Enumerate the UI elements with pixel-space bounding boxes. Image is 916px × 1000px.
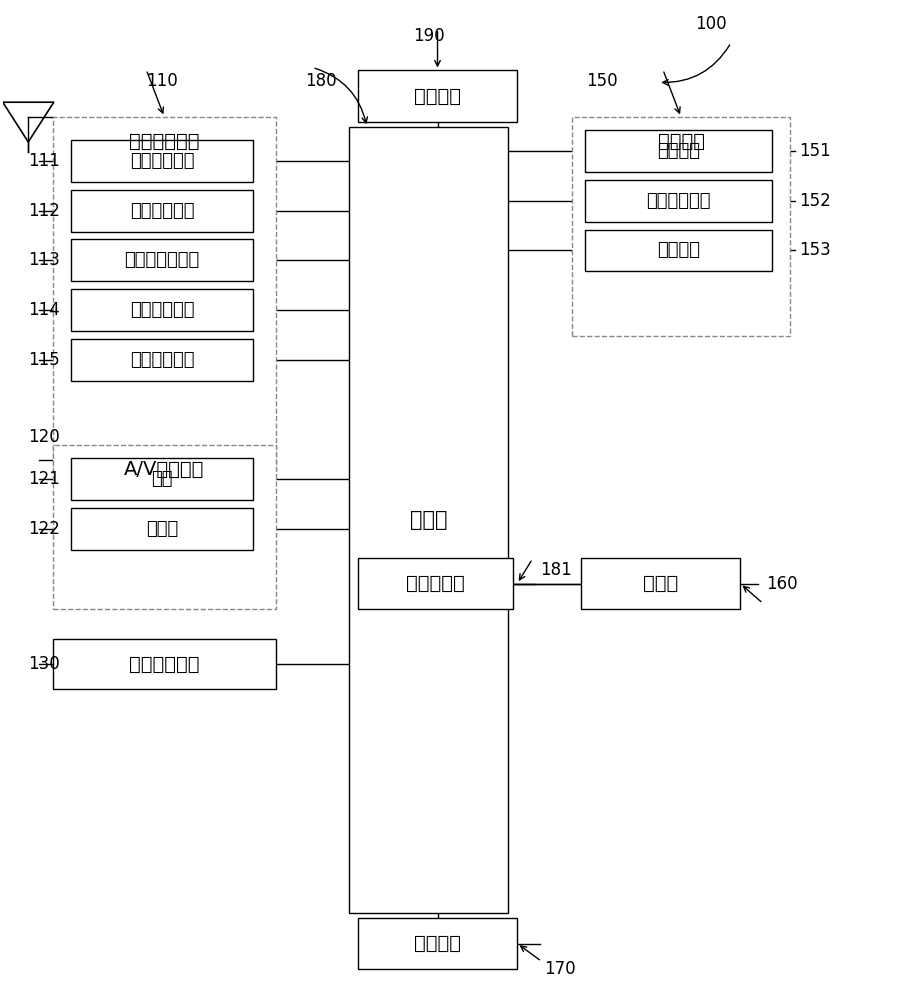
Bar (53, 117, 276, 470)
Text: 无线互联网模块: 无线互联网模块 (125, 251, 200, 269)
Text: 接口单元: 接口单元 (414, 934, 461, 953)
Text: 移动通信模块: 移动通信模块 (130, 202, 194, 220)
Bar (71, 239, 253, 281)
Text: 170: 170 (544, 960, 576, 978)
Text: 电源单元: 电源单元 (414, 87, 461, 106)
Text: 用户输入单元: 用户输入单元 (129, 655, 200, 674)
Text: 多媒体模块: 多媒体模块 (406, 574, 464, 593)
Text: 122: 122 (28, 520, 60, 538)
Bar (358, 558, 513, 609)
Text: 151: 151 (800, 142, 831, 160)
Text: 相机: 相机 (151, 470, 173, 488)
Bar (71, 140, 253, 182)
Text: 120: 120 (28, 428, 60, 446)
Text: 114: 114 (28, 301, 60, 319)
Text: 152: 152 (800, 192, 831, 210)
Text: 存储器: 存储器 (643, 574, 678, 593)
Text: 麦克风: 麦克风 (146, 520, 179, 538)
Bar (358, 70, 518, 122)
Text: 130: 130 (28, 655, 60, 673)
Bar (53, 639, 276, 689)
Text: 音频输出模块: 音频输出模块 (647, 192, 711, 210)
Text: 控制器: 控制器 (409, 510, 447, 530)
Text: 150: 150 (586, 72, 617, 90)
Text: 显示单元: 显示单元 (658, 142, 701, 160)
Text: 181: 181 (540, 561, 572, 579)
Text: 115: 115 (28, 351, 60, 369)
Text: 110: 110 (147, 72, 178, 90)
Text: 警报单元: 警报单元 (658, 241, 701, 259)
Text: 180: 180 (306, 72, 337, 90)
Text: 160: 160 (766, 575, 797, 593)
Text: 输出单元: 输出单元 (658, 132, 704, 151)
Text: 113: 113 (28, 251, 60, 269)
Bar (585, 230, 772, 271)
Bar (71, 458, 253, 500)
Text: A/V输入单元: A/V输入单元 (125, 460, 204, 479)
Text: 短程通信模块: 短程通信模块 (130, 301, 194, 319)
Text: 100: 100 (694, 15, 726, 33)
Bar (572, 117, 791, 336)
Bar (585, 130, 772, 172)
Text: 111: 111 (28, 152, 60, 170)
Text: 广播接收模块: 广播接收模块 (130, 152, 194, 170)
Bar (585, 180, 772, 222)
Text: 位置信息模块: 位置信息模块 (130, 351, 194, 369)
Text: 无线通信单元: 无线通信单元 (129, 132, 200, 151)
Bar (71, 289, 253, 331)
Text: 153: 153 (800, 241, 831, 259)
Text: 190: 190 (413, 27, 444, 45)
Bar (53, 445, 276, 609)
Bar (71, 190, 253, 232)
Bar (358, 918, 518, 969)
Text: 112: 112 (28, 202, 60, 220)
Bar (71, 508, 253, 550)
Bar (71, 339, 253, 381)
Bar (349, 127, 508, 913)
Text: 121: 121 (28, 470, 60, 488)
Bar (581, 558, 740, 609)
